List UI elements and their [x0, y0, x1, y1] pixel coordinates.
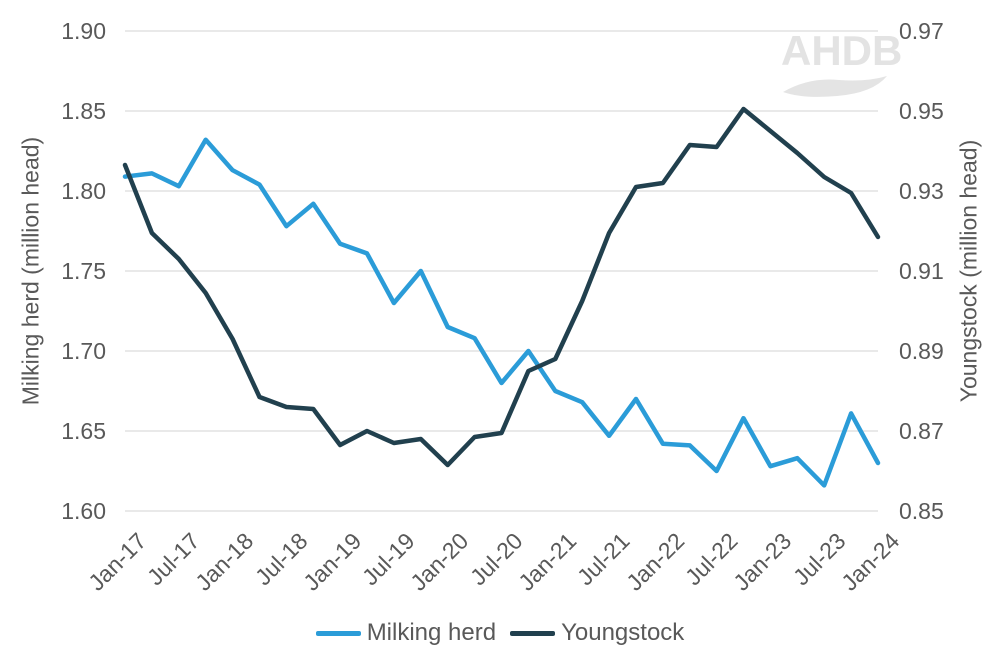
chart-legend: Milking herd Youngstock: [0, 620, 1000, 646]
ahdb-watermark-text: AHDB: [781, 27, 903, 74]
legend-line-swatch: [510, 630, 556, 636]
left-axis-tick: 1.70: [61, 338, 106, 364]
right-axis-tick: 0.91: [899, 258, 944, 284]
right-axis-tick: 0.97: [899, 18, 944, 44]
left-axis-title: Milking herd (million head): [17, 136, 44, 406]
left-axis-tick: 1.90: [61, 18, 106, 44]
left-axis-tick: 1.85: [61, 98, 106, 124]
right-axis-title: Youngstock (million head): [955, 139, 982, 403]
left-axis-tick: 1.80: [61, 178, 106, 204]
right-axis-tick: 0.93: [899, 178, 944, 204]
legend-label: Milking herd: [366, 619, 497, 646]
legend-label: Youngstock: [561, 619, 685, 646]
ahdb-watermark: AHDB: [781, 27, 903, 100]
series-lines: [122, 106, 881, 488]
ahdb-watermark-swoosh-icon: [783, 76, 887, 97]
right-axis-tick: 0.85: [899, 498, 944, 524]
right-axis-tick: 0.87: [899, 418, 944, 444]
right-axis-tick: 0.89: [899, 338, 944, 364]
youngstock-line: [122, 106, 881, 468]
left-axis-tick: 1.75: [61, 258, 106, 284]
right-axis-tick: 0.95: [899, 98, 944, 124]
legend-line-swatch: [315, 630, 361, 636]
left-axis-tick: 1.60: [61, 498, 106, 524]
left-axis-tick: 1.65: [61, 418, 106, 444]
legend-item: Youngstock: [510, 620, 684, 646]
legend-item: Milking herd: [315, 619, 497, 646]
milking-herd-line: [122, 137, 881, 488]
gridlines: [125, 30, 878, 512]
